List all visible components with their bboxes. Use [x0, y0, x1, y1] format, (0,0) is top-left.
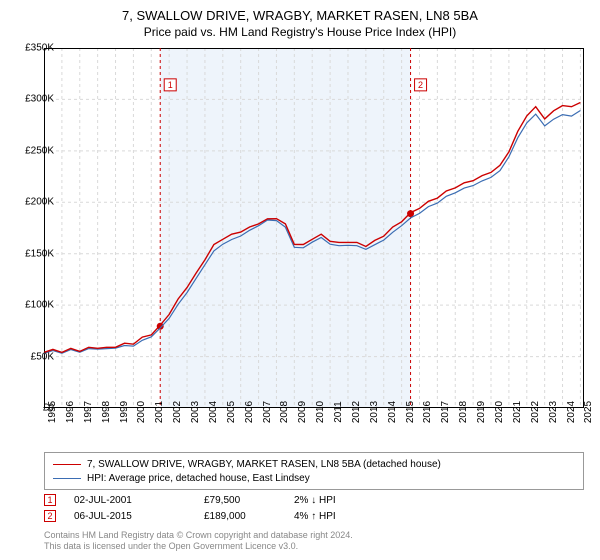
attribution-line: This data is licensed under the Open Gov… [44, 541, 584, 552]
x-tick-label: 2009 [297, 401, 308, 423]
x-tick-label: 2020 [494, 401, 505, 423]
x-tick-label: 2006 [244, 401, 255, 423]
x-tick-label: 1996 [65, 401, 76, 423]
x-tick-label: 2000 [136, 401, 147, 423]
svg-text:1: 1 [168, 80, 173, 90]
attribution-line: Contains HM Land Registry data © Crown c… [44, 530, 584, 541]
chart-title-block: 7, SWALLOW DRIVE, WRAGBY, MARKET RASEN, … [0, 0, 600, 39]
legend-swatch [53, 478, 81, 479]
x-tick-label: 1995 [47, 401, 58, 423]
x-tick-label: 2023 [548, 401, 559, 423]
x-tick-label: 2018 [458, 401, 469, 423]
price-chart: 12 [44, 48, 584, 408]
legend-item: HPI: Average price, detached house, East… [53, 471, 575, 485]
x-tick-label: 2017 [440, 401, 451, 423]
legend-swatch [53, 464, 81, 465]
x-tick-label: 2002 [172, 401, 183, 423]
title-address: 7, SWALLOW DRIVE, WRAGBY, MARKET RASEN, … [0, 8, 600, 23]
x-tick-label: 2001 [154, 401, 165, 423]
sale-date: 06-JUL-2015 [74, 511, 204, 522]
legend-item: 7, SWALLOW DRIVE, WRAGBY, MARKET RASEN, … [53, 457, 575, 471]
y-tick-label: £100K [25, 300, 54, 311]
x-tick-label: 2012 [351, 401, 362, 423]
y-tick-label: £250K [25, 145, 54, 156]
x-tick-label: 2011 [333, 401, 344, 423]
sale-delta: 4% ↑ HPI [294, 511, 374, 522]
sale-price: £189,000 [204, 511, 294, 522]
chart-svg: 12 [44, 48, 584, 408]
attribution: Contains HM Land Registry data © Crown c… [44, 530, 584, 552]
x-tick-label: 1998 [101, 401, 112, 423]
y-tick-label: £350K [25, 43, 54, 54]
x-tick-label: 1999 [119, 401, 130, 423]
sale-date: 02-JUL-2001 [74, 495, 204, 506]
sale-marker-icon: 2 [44, 510, 56, 522]
x-tick-label: 2016 [422, 401, 433, 423]
x-tick-label: 2025 [583, 401, 594, 423]
x-tick-label: 2003 [190, 401, 201, 423]
x-tick-label: 2005 [226, 401, 237, 423]
sale-marker-icon: 1 [44, 494, 56, 506]
y-tick-label: £300K [25, 94, 54, 105]
y-tick-label: £200K [25, 197, 54, 208]
x-tick-label: 2010 [315, 401, 326, 423]
legend: 7, SWALLOW DRIVE, WRAGBY, MARKET RASEN, … [44, 452, 584, 490]
x-tick-label: 2004 [208, 401, 219, 423]
legend-label: 7, SWALLOW DRIVE, WRAGBY, MARKET RASEN, … [87, 459, 441, 470]
x-tick-label: 2013 [369, 401, 380, 423]
sale-price: £79,500 [204, 495, 294, 506]
x-tick-label: 2021 [512, 401, 523, 423]
sale-delta: 2% ↓ HPI [294, 495, 374, 506]
x-tick-label: 2015 [405, 401, 416, 423]
x-tick-label: 2022 [530, 401, 541, 423]
x-tick-label: 2024 [566, 401, 577, 423]
y-tick-label: £50K [31, 351, 54, 362]
sale-row: 1 02-JUL-2001 £79,500 2% ↓ HPI [44, 492, 584, 508]
sale-row: 2 06-JUL-2015 £189,000 4% ↑ HPI [44, 508, 584, 524]
sales-list: 1 02-JUL-2001 £79,500 2% ↓ HPI 2 06-JUL-… [44, 492, 584, 524]
title-subtitle: Price paid vs. HM Land Registry's House … [0, 25, 600, 39]
x-tick-label: 2019 [476, 401, 487, 423]
y-tick-label: £150K [25, 248, 54, 259]
svg-text:2: 2 [418, 80, 423, 90]
x-tick-label: 2008 [279, 401, 290, 423]
x-tick-label: 2014 [387, 401, 398, 423]
legend-label: HPI: Average price, detached house, East… [87, 473, 310, 484]
x-tick-label: 2007 [262, 401, 273, 423]
x-tick-label: 1997 [83, 401, 94, 423]
